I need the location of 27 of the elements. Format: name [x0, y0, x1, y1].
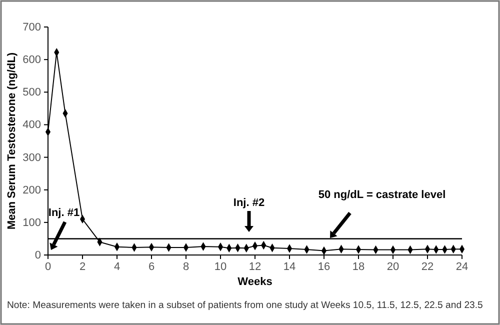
y-axis-title: Mean Serum Testosterone (ng/dL) [6, 52, 18, 230]
y-tick-label: 300 [22, 152, 41, 164]
x-tick-label: 16 [318, 260, 330, 273]
x-tick-label: 20 [386, 260, 400, 273]
x-axis-title: Weeks [238, 276, 272, 288]
y-tick-label: 700 [22, 22, 41, 34]
x-tick-label: 6 [148, 260, 155, 273]
text: Note: Measurements were taken in a subset of patients from one study at Weeks 10.5, 11.5, 12.5, 22.5 and 23.5 [7, 300, 483, 311]
x-tick-label: 4 [114, 260, 120, 273]
y-tick-label: 600 [22, 54, 41, 66]
annotation: 50 ng/dL = castrate level [318, 189, 446, 201]
x-tick-label: 24 [456, 260, 468, 273]
x-tick-label: 0 [44, 260, 52, 273]
y-tick-label: 100 [22, 216, 41, 229]
y-tick-label: 500 [22, 86, 41, 99]
x-tick-label: 12 [248, 260, 262, 273]
x-tick-label: 8 [182, 260, 190, 273]
annotation: Inj. #1 [48, 207, 80, 219]
x-tick-label: 14 [283, 260, 296, 273]
x-tick-label: 18 [352, 260, 365, 273]
y-tick-label: 0 [34, 250, 41, 262]
y-tick-label: 200 [22, 184, 41, 196]
x-tick-label: 2 [79, 260, 86, 273]
annotation: Inj. #2 [233, 197, 265, 209]
y-tick-label: 400 [22, 119, 41, 132]
x-tick-label: 22 [421, 260, 434, 273]
x-tick-label: 10 [214, 260, 227, 273]
